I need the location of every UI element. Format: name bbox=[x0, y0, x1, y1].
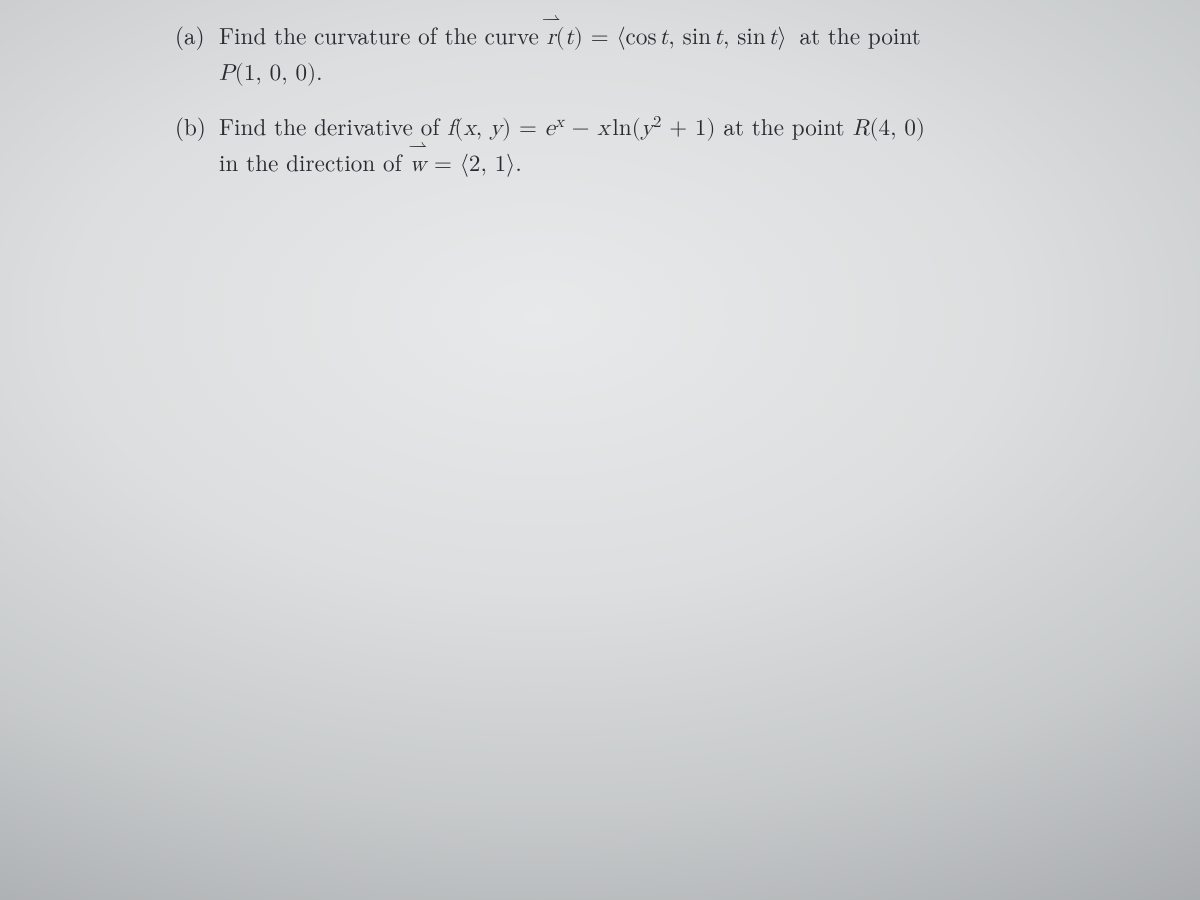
vector-arrow-icon: ⇀ bbox=[542, 10, 561, 28]
text: in the direction of bbox=[219, 145, 410, 178]
comma: , bbox=[723, 26, 737, 49]
plus-one: + 1 bbox=[661, 117, 706, 140]
problem-b: (b) Find the derivative of f(x, y) = ex … bbox=[175, 109, 1055, 182]
comma: , bbox=[476, 117, 490, 140]
var-x: x bbox=[463, 117, 475, 140]
comma: , bbox=[668, 26, 682, 49]
fn-sin: sin bbox=[737, 26, 766, 49]
paren: ) bbox=[707, 117, 716, 140]
var-t: t bbox=[714, 26, 723, 49]
problem-a: (a) Find the curvature of the curve ⇀r(t… bbox=[175, 18, 1055, 91]
equals: = bbox=[426, 145, 460, 178]
var-P: P bbox=[219, 62, 235, 85]
var-t: t bbox=[565, 26, 574, 49]
vector-arrow-icon: ⇀ bbox=[409, 137, 428, 155]
vector-r: ⇀r bbox=[547, 21, 556, 54]
var-t: t bbox=[769, 26, 778, 49]
equals: = bbox=[583, 18, 617, 51]
problem-b-body: Find the derivative of f(x, y) = ex − xl… bbox=[219, 109, 1055, 182]
vector-w: ⇀w bbox=[410, 148, 427, 181]
text: Find the curvature of the curve bbox=[219, 18, 547, 51]
paren: ( bbox=[632, 117, 641, 140]
paren: ( bbox=[556, 26, 565, 49]
angle-bracket: ⟨ bbox=[616, 26, 625, 49]
problem-b-label: (b) bbox=[175, 109, 219, 142]
paren: ) bbox=[502, 117, 511, 140]
tuple: ⟨2, 1⟩. bbox=[460, 153, 522, 176]
fn-sin: sin bbox=[683, 26, 712, 49]
problem-list: (a) Find the curvature of the curve ⇀r(t… bbox=[175, 18, 1055, 199]
problem-a-label: (a) bbox=[175, 18, 219, 51]
exp-x: x bbox=[555, 115, 564, 131]
var-e: e bbox=[545, 117, 555, 140]
text: at the point bbox=[716, 109, 853, 142]
var-x: x bbox=[597, 117, 609, 140]
fn-ln: ln bbox=[612, 117, 631, 140]
angle-bracket: ⟩ bbox=[778, 26, 787, 49]
point-coords: (4, 0) bbox=[869, 117, 925, 140]
point-coords: (1, 0, 0). bbox=[235, 62, 323, 85]
fn-cos: cos bbox=[626, 26, 657, 49]
var-r: r bbox=[547, 26, 556, 49]
var-y: y bbox=[641, 117, 653, 140]
equals: = bbox=[511, 109, 545, 142]
problem-a-body: Find the curvature of the curve ⇀r(t) = … bbox=[219, 18, 1055, 91]
var-y: y bbox=[490, 117, 502, 140]
paren: ) bbox=[574, 26, 583, 49]
var-R: R bbox=[852, 117, 869, 140]
var-w: w bbox=[410, 153, 427, 176]
text: at the point bbox=[792, 18, 921, 51]
minus: − bbox=[564, 117, 597, 140]
